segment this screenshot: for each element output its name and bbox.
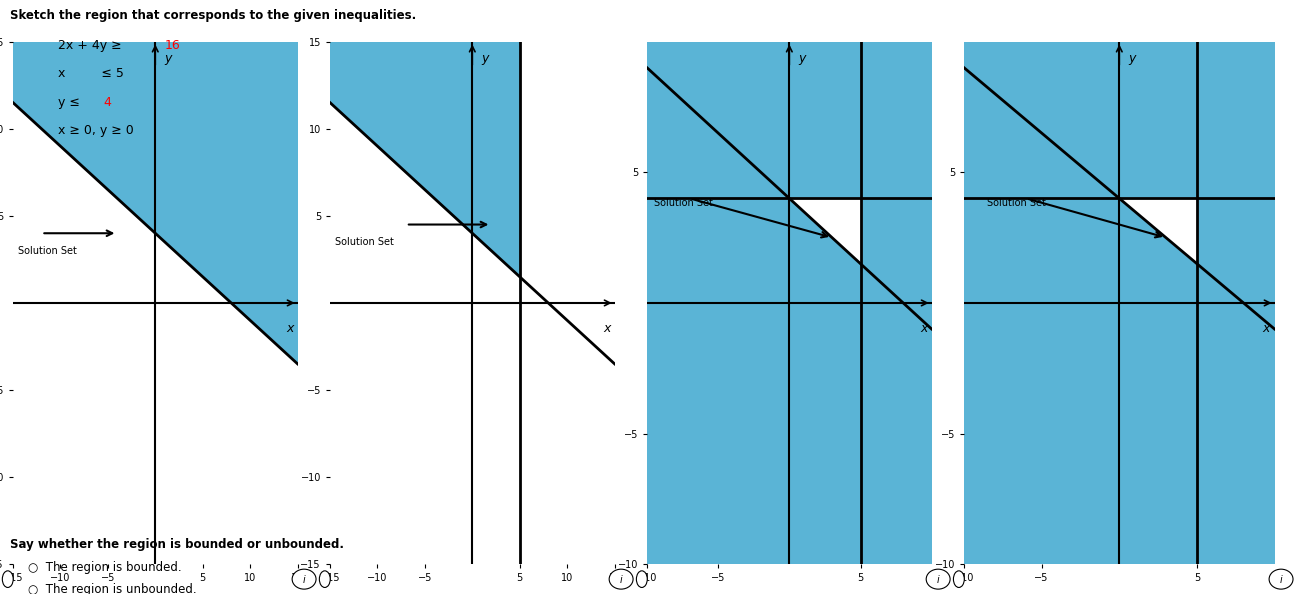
- Circle shape: [292, 569, 316, 589]
- Text: y: y: [164, 52, 171, 65]
- Text: x: x: [286, 322, 294, 334]
- Text: x: x: [603, 322, 611, 334]
- Text: ○  The region is bounded.: ○ The region is bounded.: [28, 561, 182, 574]
- Text: 16: 16: [164, 39, 180, 52]
- Polygon shape: [1119, 198, 1197, 264]
- Circle shape: [609, 569, 633, 589]
- Text: i: i: [937, 575, 939, 585]
- Circle shape: [954, 571, 964, 587]
- Text: Solution Set: Solution Set: [335, 238, 393, 248]
- Circle shape: [637, 571, 647, 587]
- Text: 4: 4: [104, 96, 111, 109]
- Text: y: y: [481, 52, 488, 65]
- Text: y: y: [1128, 52, 1136, 65]
- Text: Solution Set: Solution Set: [653, 198, 713, 208]
- Text: Say whether the region is bounded or unbounded.: Say whether the region is bounded or unb…: [10, 538, 344, 551]
- Text: i: i: [1280, 575, 1282, 585]
- Circle shape: [927, 569, 950, 589]
- Text: Solution Set: Solution Set: [18, 246, 76, 256]
- Text: i: i: [620, 575, 622, 585]
- Text: x         ≤ 5: x ≤ 5: [58, 67, 124, 80]
- Circle shape: [3, 571, 13, 587]
- Text: ○  The region is unbounded.: ○ The region is unbounded.: [28, 583, 197, 594]
- Circle shape: [320, 571, 330, 587]
- Text: x: x: [920, 322, 928, 334]
- Text: y: y: [798, 52, 805, 65]
- Text: i: i: [303, 575, 305, 585]
- Polygon shape: [330, 42, 520, 277]
- Polygon shape: [330, 42, 615, 564]
- Text: x: x: [1262, 322, 1269, 334]
- Circle shape: [1269, 569, 1293, 589]
- Polygon shape: [789, 198, 861, 264]
- Text: 2x + 4y ≥: 2x + 4y ≥: [58, 39, 126, 52]
- Text: x ≥ 0, y ≥ 0: x ≥ 0, y ≥ 0: [58, 124, 135, 137]
- Text: Solution Set: Solution Set: [987, 198, 1046, 208]
- Text: y ≤: y ≤: [58, 96, 84, 109]
- Text: Sketch the region that corresponds to the given inequalities.: Sketch the region that corresponds to th…: [10, 9, 417, 22]
